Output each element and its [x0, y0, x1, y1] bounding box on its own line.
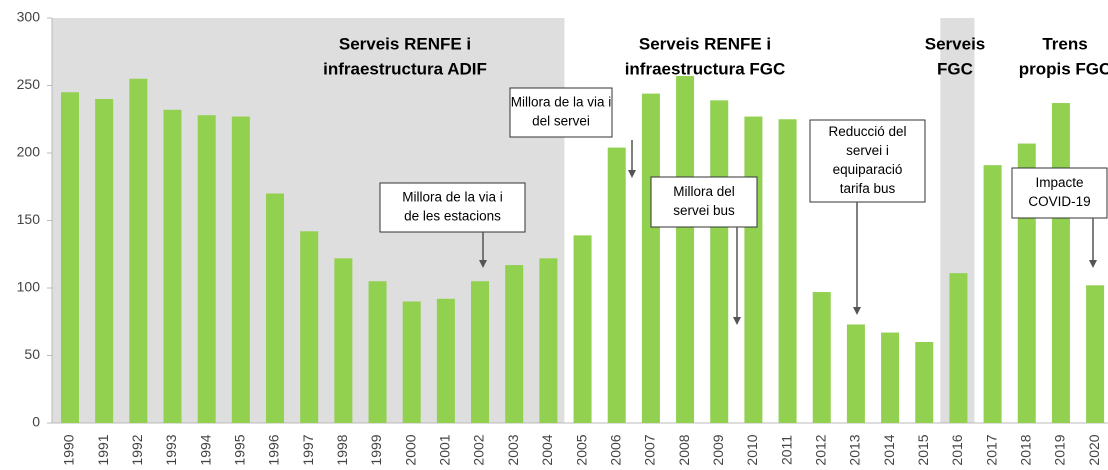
bar: [129, 78, 148, 423]
bar: [539, 258, 558, 423]
x-tick-label: 1995: [232, 434, 248, 465]
annotation-box: [379, 182, 526, 233]
bar: [436, 298, 455, 423]
bar: [231, 116, 250, 424]
bar: [334, 258, 353, 423]
bar: [300, 231, 319, 423]
x-tick-label: 2003: [505, 434, 521, 465]
bar: [744, 116, 763, 424]
arrow-head: [733, 317, 741, 325]
region-label: propis FGC: [1019, 59, 1108, 78]
x-tick-label: 1996: [266, 434, 282, 465]
annotation-text: Reducció del: [828, 124, 906, 139]
region-label: FGC: [937, 59, 973, 78]
region-label: Trens: [1042, 34, 1087, 53]
y-tick-label: 50: [24, 346, 40, 362]
x-tick-label: 2018: [1017, 434, 1033, 465]
bar: [915, 342, 934, 423]
region-label: Serveis RENFE i: [339, 34, 471, 53]
bar: [471, 281, 490, 423]
x-tick-label: 2001: [437, 434, 453, 465]
annotation-text: Millora del: [673, 184, 735, 199]
x-tick-label: 2007: [642, 434, 658, 465]
x-tick-label: 2009: [710, 434, 726, 465]
annotation-text: tarifa bus: [840, 181, 896, 196]
bar: [368, 281, 387, 423]
annotation-text: Millora de la via i: [402, 190, 503, 205]
x-tick-label: 2010: [744, 434, 760, 465]
bar: [846, 324, 865, 423]
region-label: infraestructura FGC: [625, 59, 786, 78]
x-tick-label: 2011: [778, 435, 794, 465]
bar: [607, 147, 626, 423]
x-tick-label: 2016: [949, 434, 965, 465]
bar: [881, 332, 900, 423]
y-tick-label: 200: [17, 144, 41, 160]
annotation-box: [809, 119, 926, 203]
region-label: Serveis: [925, 34, 986, 53]
x-tick-label: 2004: [539, 434, 555, 465]
x-tick-label: 2002: [471, 434, 487, 465]
bar: [197, 115, 216, 423]
x-tick-label: 2019: [1052, 434, 1068, 465]
bar: [266, 193, 285, 423]
bar: [505, 265, 524, 423]
bar: [95, 99, 114, 423]
annotation-text: Impacte: [1035, 175, 1083, 190]
annotation-text: servei i: [846, 143, 889, 158]
x-tick-label: 2000: [402, 434, 418, 465]
annotation-text: de les estacions: [404, 209, 501, 224]
annotation-text: Millora de la via i: [511, 95, 612, 110]
annotation-box: [650, 176, 758, 228]
x-tick-label: 1990: [61, 434, 77, 465]
arrow-head: [1089, 260, 1097, 268]
y-tick-label: 0: [32, 414, 40, 430]
arrow-head: [853, 307, 861, 315]
arrow-head: [628, 170, 636, 178]
bar: [1051, 103, 1070, 424]
bar: [949, 273, 968, 423]
x-tick-label: 2006: [607, 434, 623, 465]
x-tick-label: 2005: [573, 434, 589, 465]
x-tick-label: 1994: [197, 434, 213, 465]
region-label: Serveis RENFE i: [639, 34, 771, 53]
bar: [710, 100, 729, 423]
x-tick-label: 1999: [368, 434, 384, 465]
x-tick-label: 1998: [334, 434, 350, 465]
bar: [163, 109, 182, 424]
x-tick-label: 2017: [983, 434, 999, 465]
arrow-head: [479, 260, 487, 268]
x-tick-label: 1997: [300, 434, 316, 465]
bar: [402, 301, 421, 423]
x-tick-label: 2020: [1086, 434, 1102, 465]
bar: [641, 93, 660, 423]
annotation-box: [1011, 167, 1108, 219]
x-tick-label: 2012: [812, 434, 828, 465]
y-tick-label: 150: [17, 211, 41, 227]
bar: [983, 165, 1002, 423]
annotation-text: del servei: [532, 114, 590, 129]
bar: [573, 235, 592, 423]
bar: [676, 76, 695, 424]
x-tick-label: 2013: [847, 434, 863, 465]
x-tick-label: 2015: [915, 434, 931, 465]
annotation-text: COVID-19: [1028, 194, 1090, 209]
annotation-box: [509, 87, 613, 138]
bar: [1086, 285, 1105, 423]
region-label: infraestructura ADIF: [323, 59, 487, 78]
x-tick-label: 2008: [676, 434, 692, 465]
bar: [61, 92, 79, 423]
annotation-text: servei bus: [673, 203, 735, 218]
bar: [778, 119, 797, 423]
annotation-text: equiparació: [833, 162, 903, 177]
y-tick-label: 100: [17, 279, 41, 295]
y-tick-label: 300: [17, 9, 41, 25]
x-tick-label: 1992: [129, 434, 145, 465]
bar: [812, 292, 831, 423]
x-tick-label: 1993: [163, 434, 179, 465]
y-tick-label: 250: [17, 76, 41, 92]
x-tick-label: 2014: [881, 434, 897, 465]
x-tick-label: 1991: [95, 434, 111, 465]
